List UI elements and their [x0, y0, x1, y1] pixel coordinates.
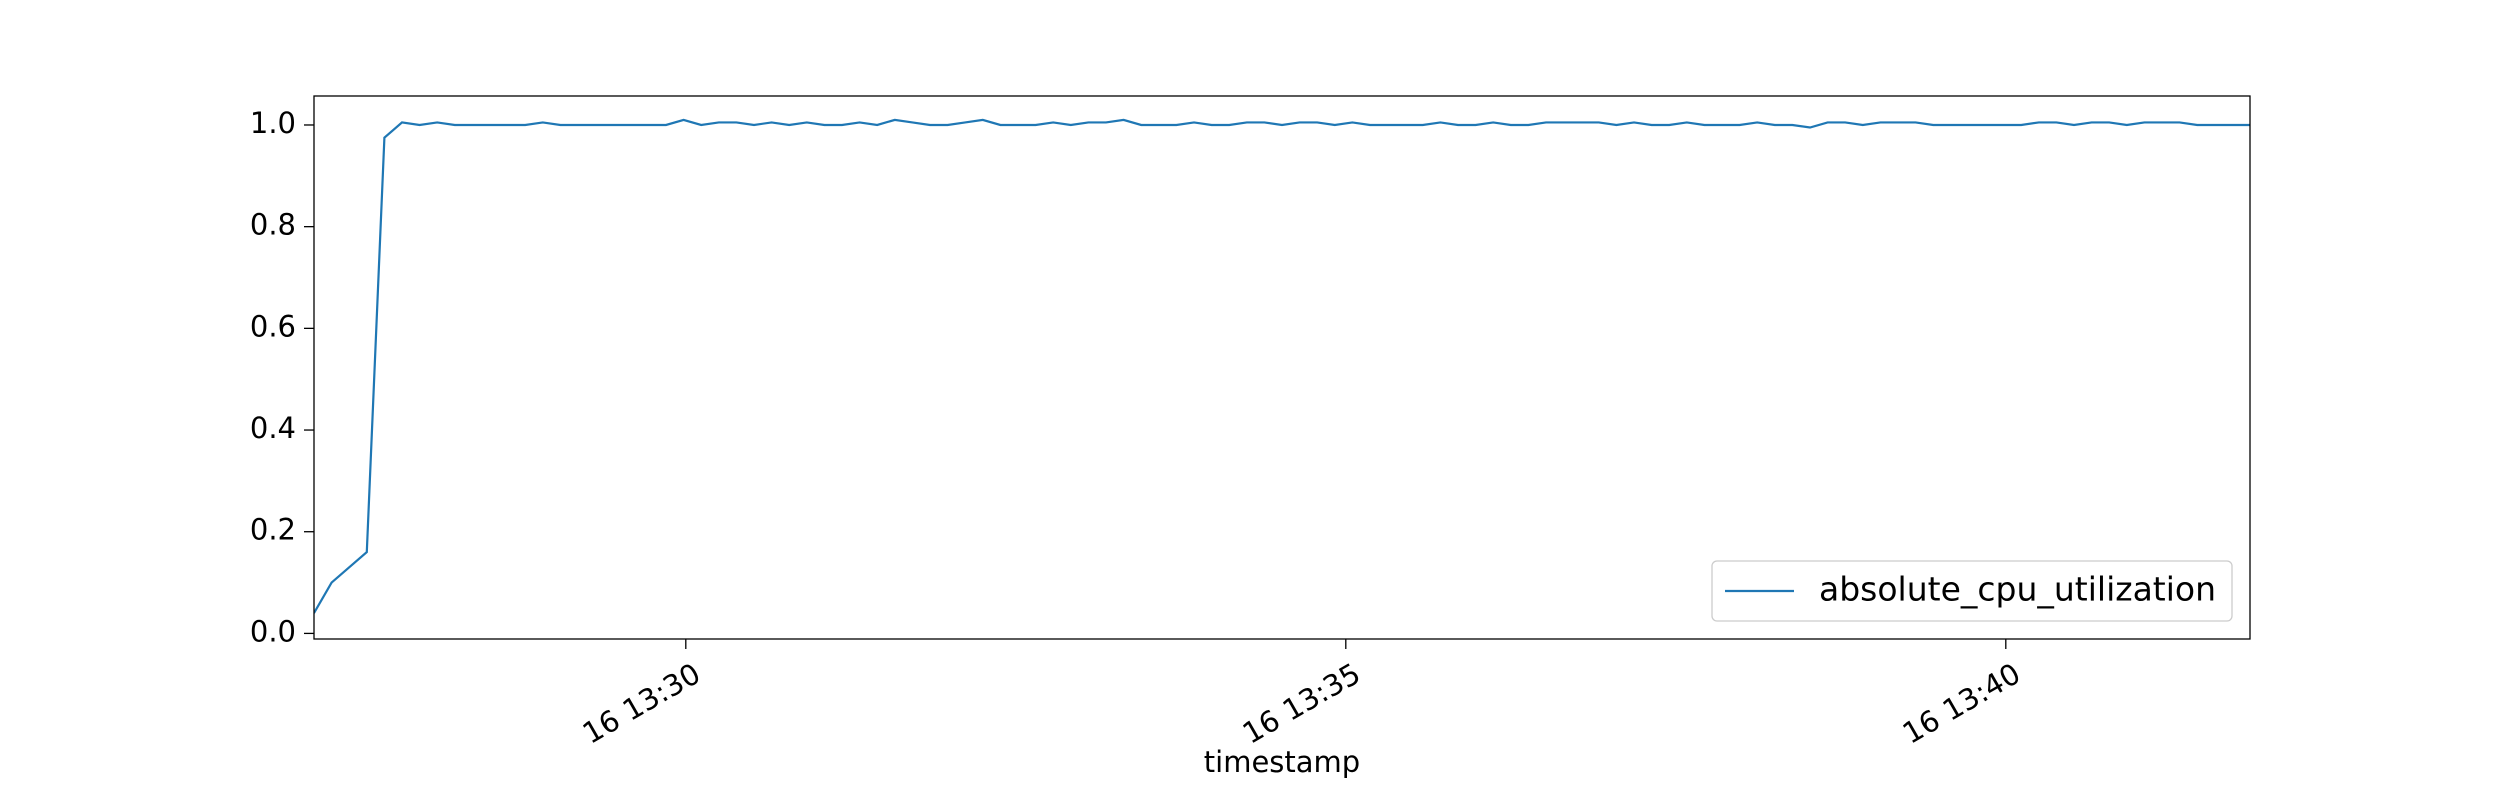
y-tick-label: 1.0 [250, 106, 296, 140]
plot-frame [313, 95, 2251, 640]
legend-box [1711, 560, 2233, 622]
y-tick-label: 0.4 [250, 411, 296, 445]
legend-label: absolute_cpu_utilization [1819, 570, 2216, 609]
y-tick-label: 0.6 [250, 309, 296, 343]
y-tick-label: 0.0 [250, 614, 296, 648]
y-tick-label: 0.2 [250, 513, 296, 547]
data-line [314, 118, 2250, 614]
x-axis-label: timestamp [1204, 745, 1360, 779]
y-tick-label: 0.8 [250, 208, 296, 242]
